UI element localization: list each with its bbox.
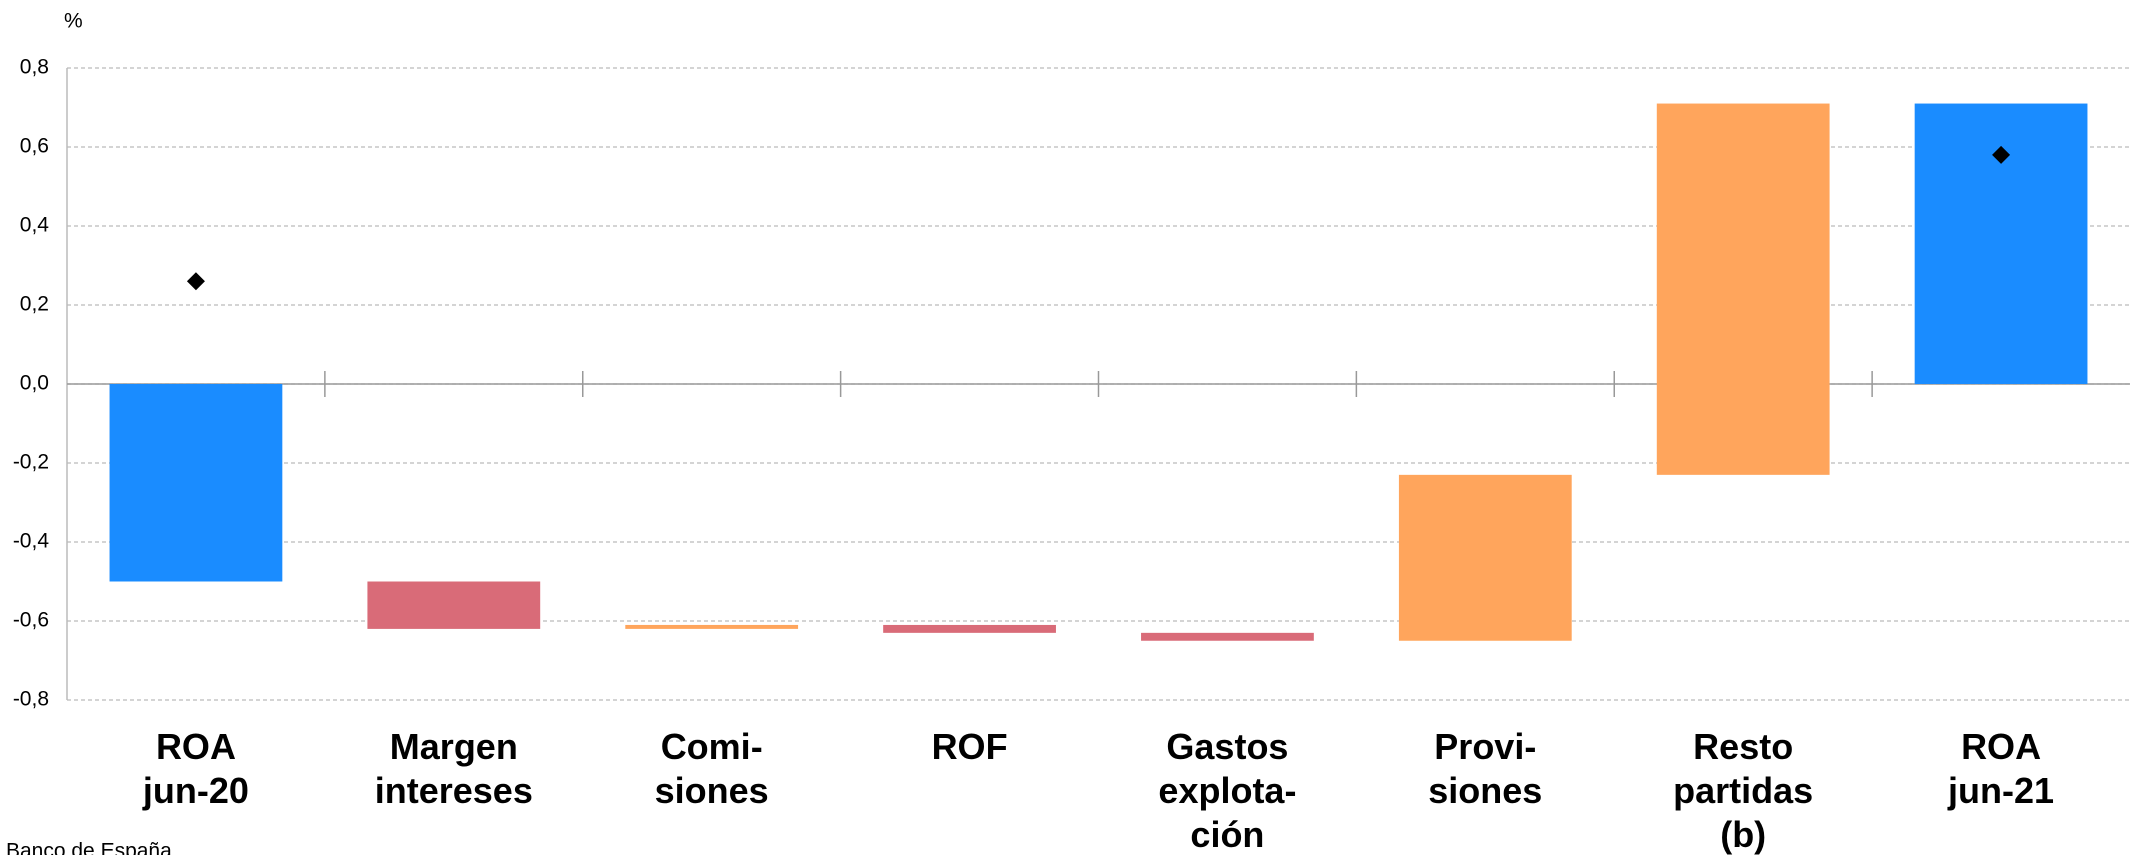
source: Banco de España <box>6 840 172 855</box>
marker <box>186 272 205 291</box>
x-tick-label-line: Gastos <box>1166 726 1288 767</box>
x-tick-label-line: ROF <box>932 726 1008 767</box>
x-tick-label: Resto partidas (b) <box>1673 726 1813 855</box>
y-tick-label: 0,6 <box>20 135 49 158</box>
x-tick-label-line: partidas <box>1673 770 1813 811</box>
bar <box>1141 632 1314 641</box>
x-tick-label: Provi-siones <box>1428 726 1542 811</box>
y-tick-label: -0,8 <box>13 688 49 711</box>
x-tick-label-line: (b) <box>1720 814 1766 855</box>
bar <box>367 581 541 629</box>
y-tick-label: 0,2 <box>20 293 49 316</box>
bar <box>1398 474 1572 641</box>
y-tick-label: -0,4 <box>13 530 50 553</box>
bar <box>625 624 799 629</box>
y-tick-label: 0,4 <box>20 214 50 237</box>
y-tick-label: 0,0 <box>20 372 49 395</box>
x-tick-label-line: jun-20 <box>142 770 249 811</box>
bar <box>1656 103 1830 475</box>
x-tick-label-line: intereses <box>375 770 533 811</box>
unit-label: % <box>64 10 83 33</box>
x-tick-label: ROF <box>932 726 1008 767</box>
y-tick-label: -0,6 <box>13 609 49 632</box>
x-tick-label-line: Margen <box>390 726 518 767</box>
x-tick-label: ROA jun-21 <box>1947 726 2054 811</box>
x-tick-label-line: ción <box>1190 814 1264 855</box>
marker <box>1992 145 2011 164</box>
y-tick-label: -0,2 <box>13 451 49 474</box>
x-tick-label: Gastos explota-ción <box>1158 726 1296 855</box>
x-tick-label-line: Resto <box>1693 726 1793 767</box>
x-tick-label-line: ROA <box>156 726 236 767</box>
x-tick-label-line: ROA <box>1961 726 2041 767</box>
x-tick-label-line: explota- <box>1158 770 1296 811</box>
x-tick-label-line: Comi- <box>661 726 763 767</box>
x-tick-label: Margen intereses <box>375 726 533 811</box>
bar <box>109 384 283 582</box>
x-tick-label-line: jun-21 <box>1947 770 2054 811</box>
x-tick-label-line: siones <box>1428 770 1542 811</box>
x-tick-label: Comi-siones <box>655 726 769 811</box>
x-tick-label: ROA jun-20 <box>142 726 249 811</box>
x-tick-label-line: siones <box>655 770 769 811</box>
bar <box>1914 103 2088 385</box>
y-tick-label: 0,8 <box>20 56 49 79</box>
x-tick-label-line: Provi- <box>1434 726 1536 767</box>
bar <box>883 624 1056 633</box>
